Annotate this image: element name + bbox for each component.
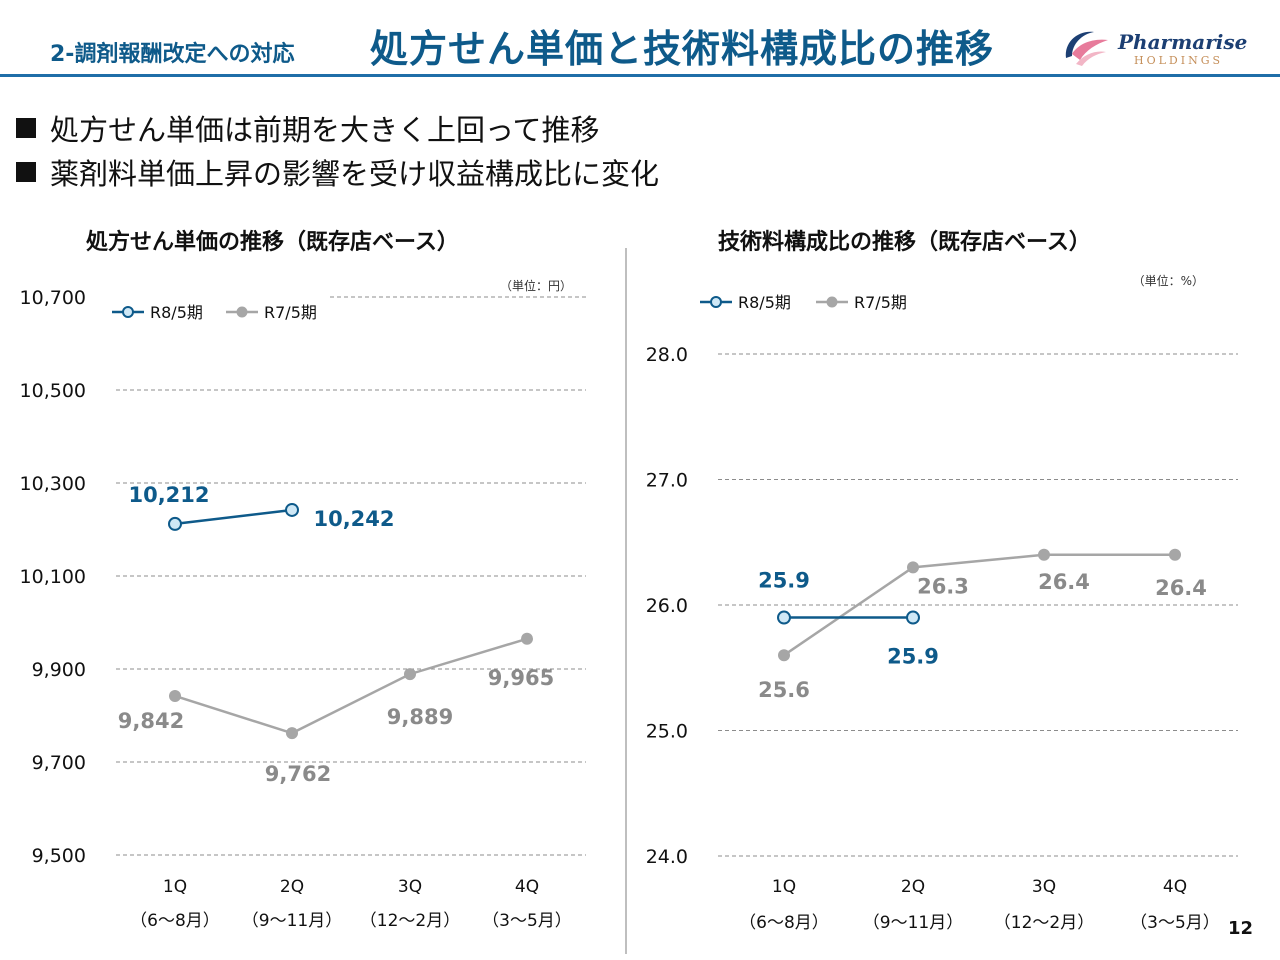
unit-label: （単位：%） bbox=[1133, 273, 1204, 288]
series-line-previous bbox=[174, 637, 528, 735]
y-tick-label: 25.0 bbox=[646, 721, 688, 743]
y-tick-label: 26.0 bbox=[646, 595, 688, 617]
chart-title-unit-price: 処方せん単価の推移（既存店ベース） bbox=[86, 230, 459, 255]
x-tick-label: 3Q bbox=[398, 877, 422, 897]
company-logo: Pharmarise HOLDINGS bbox=[1060, 24, 1247, 70]
data-point-previous bbox=[907, 561, 919, 574]
legend-label-previous: R7/5期 bbox=[264, 303, 317, 322]
data-label-previous: 9,889 bbox=[387, 705, 453, 729]
page-number: 12 bbox=[1228, 918, 1254, 939]
x-tick-label: 4Q bbox=[1163, 877, 1187, 897]
x-tick-label: 1Q bbox=[772, 877, 796, 897]
data-point-previous bbox=[521, 632, 533, 645]
y-tick-label: 9,500 bbox=[32, 845, 86, 867]
x-tick-label: 3Q bbox=[1032, 877, 1056, 897]
x-tick-sublabel: （3〜5月） bbox=[1130, 913, 1220, 933]
x-tick-sublabel: （12〜2月） bbox=[994, 913, 1094, 933]
bullet-list: 処方せん単価は前期を大きく上回って推移 薬剤料単価上昇の影響を受け収益構成比に変… bbox=[16, 108, 659, 196]
bullet-text: 薬剤料単価上昇の影響を受け収益構成比に変化 bbox=[50, 157, 660, 191]
y-tick-label: 9,900 bbox=[32, 659, 86, 681]
data-label-previous: 25.6 bbox=[758, 678, 810, 702]
bullet-item: 薬剤料単価上昇の影響を受け収益構成比に変化 bbox=[16, 152, 659, 196]
x-tick-label: 2Q bbox=[901, 877, 925, 897]
data-label-current: 25.9 bbox=[887, 645, 939, 669]
section-label: 2-調剤報酬改定への対応 bbox=[50, 42, 295, 67]
x-tick-sublabel: （9〜11月） bbox=[863, 913, 963, 933]
y-tick-label: 10,100 bbox=[20, 566, 86, 588]
logo-mark-icon bbox=[1065, 31, 1108, 66]
data-point-previous bbox=[169, 689, 181, 702]
y-tick-label: 27.0 bbox=[646, 470, 688, 492]
legend-marker-current bbox=[122, 306, 134, 318]
data-point-current bbox=[285, 502, 299, 517]
x-tick-sublabel: （9〜11月） bbox=[242, 911, 342, 931]
data-label-previous: 26.3 bbox=[917, 574, 969, 598]
series-line-current bbox=[174, 508, 293, 526]
data-label-previous: 9,842 bbox=[118, 709, 184, 733]
data-point-previous bbox=[286, 727, 298, 740]
data-point-previous bbox=[1038, 548, 1050, 561]
data-label-current: 10,242 bbox=[313, 507, 394, 531]
data-point-current bbox=[168, 516, 182, 531]
header-rule bbox=[0, 74, 1280, 77]
legend-marker-current bbox=[710, 296, 722, 308]
data-label-previous: 26.4 bbox=[1155, 576, 1207, 600]
x-tick-sublabel: （6〜8月） bbox=[739, 913, 829, 933]
chart-divider bbox=[625, 248, 627, 954]
y-tick-label: 10,300 bbox=[20, 473, 86, 495]
x-tick-sublabel: （12〜2月） bbox=[360, 911, 460, 931]
data-label-previous: 9,965 bbox=[488, 666, 554, 690]
legend-label-current: R8/5期 bbox=[150, 303, 203, 322]
page-title: 処方せん単価と技術料構成比の推移 bbox=[370, 27, 995, 71]
logo-sub: HOLDINGS bbox=[1134, 54, 1224, 67]
y-tick-label: 10,700 bbox=[20, 287, 86, 309]
data-label-previous: 26.4 bbox=[1038, 570, 1090, 594]
bullet-text: 処方せん単価は前期を大きく上回って推移 bbox=[50, 113, 600, 147]
data-point-previous bbox=[404, 668, 416, 681]
x-tick-sublabel: （6〜8月） bbox=[130, 911, 220, 931]
legend-label-current: R8/5期 bbox=[738, 293, 791, 312]
data-point-previous bbox=[1169, 548, 1181, 561]
y-tick-label: 28.0 bbox=[646, 344, 688, 366]
data-point-previous bbox=[778, 649, 790, 662]
legend-marker-previous bbox=[826, 296, 838, 308]
x-tick-label: 1Q bbox=[163, 877, 187, 897]
unit-label: （単位：円） bbox=[500, 278, 572, 293]
chart-title-tech-ratio: 技術料構成比の推移（既存店ベース） bbox=[718, 230, 1091, 255]
x-tick-sublabel: （3〜5月） bbox=[482, 911, 572, 931]
series-line-previous bbox=[783, 553, 1175, 657]
data-point-current bbox=[906, 610, 920, 625]
bullet-item: 処方せん単価は前期を大きく上回って推移 bbox=[16, 108, 659, 152]
y-tick-label: 9,700 bbox=[32, 752, 86, 774]
x-tick-label: 4Q bbox=[515, 877, 539, 897]
data-label-previous: 9,762 bbox=[265, 762, 331, 786]
legend-label-previous: R7/5期 bbox=[854, 293, 907, 312]
data-point-current bbox=[777, 610, 791, 625]
bullet-square-icon bbox=[16, 118, 36, 138]
logo-name: Pharmarise bbox=[1118, 30, 1248, 54]
data-label-current: 25.9 bbox=[758, 569, 810, 593]
x-tick-label: 2Q bbox=[280, 877, 304, 897]
y-tick-label: 10,500 bbox=[20, 380, 86, 402]
legend-marker-previous bbox=[236, 306, 248, 318]
data-label-current: 10,212 bbox=[128, 483, 209, 507]
y-tick-label: 24.0 bbox=[646, 846, 688, 868]
bullet-square-icon bbox=[16, 162, 36, 182]
